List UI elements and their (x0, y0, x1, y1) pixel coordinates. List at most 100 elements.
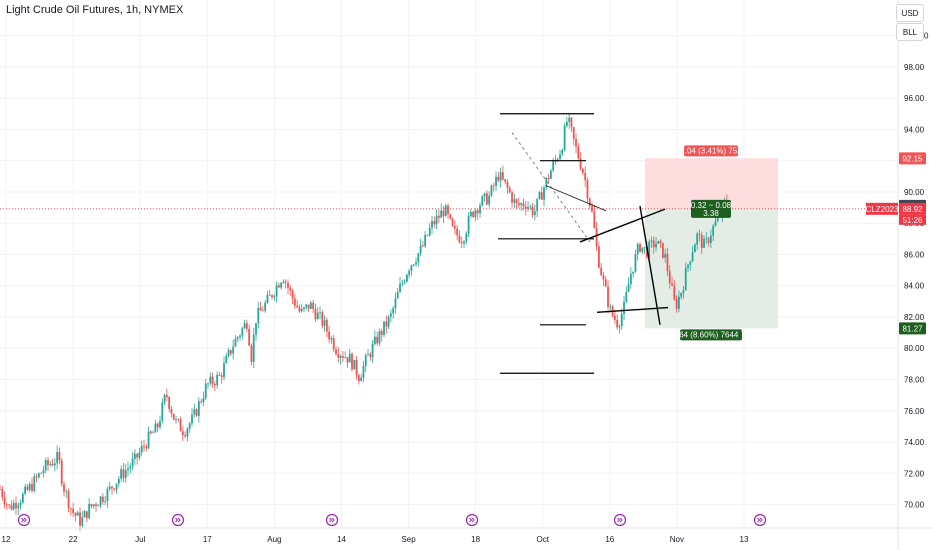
candle (5, 504, 8, 506)
wedge-lower-line[interactable] (596, 306, 669, 313)
entry-label: 3.38 (703, 209, 719, 218)
candle (547, 177, 550, 179)
candle (138, 452, 141, 458)
candle (700, 234, 703, 248)
candle (76, 512, 79, 516)
candle (191, 414, 193, 424)
price-axis[interactable]: 70.00 72.00 74.00 76.00 78.00 80.00 82.00 84.00… (866, 0, 929, 550)
candle (666, 253, 669, 271)
candle (264, 302, 267, 311)
stop-label-bg (684, 145, 738, 157)
unit-button[interactable]: BLL (896, 23, 924, 41)
candle (133, 453, 136, 459)
candle (689, 261, 692, 265)
candle (433, 221, 436, 225)
dashed-trendline[interactable] (511, 132, 591, 243)
trend-drawings[interactable] (498, 113, 669, 374)
candle (483, 193, 486, 197)
candle (394, 298, 397, 309)
candle (618, 325, 621, 328)
candle (378, 330, 381, 344)
small-trendline[interactable] (545, 185, 607, 212)
candle (437, 215, 440, 218)
candle (467, 216, 470, 234)
candle (572, 127, 575, 139)
candle (26, 486, 29, 491)
time-axis[interactable]: 12 22 Jul 17 Aug 14 Sep 18 Oct 16 Nov 13 (0, 527, 932, 544)
candle (625, 291, 628, 302)
time-tick-label: 13 (740, 535, 749, 544)
candle (456, 228, 459, 236)
candle (401, 282, 404, 284)
candle (479, 205, 481, 214)
candle (53, 463, 56, 466)
candle (421, 245, 424, 247)
candle (540, 192, 543, 200)
time-tick-label: Oct (537, 535, 550, 544)
candle (113, 488, 116, 490)
candle (291, 290, 294, 299)
candle (586, 180, 589, 199)
candle (584, 172, 587, 181)
candle (218, 374, 221, 376)
position-zones (645, 158, 778, 329)
time-tick-label: 14 (337, 535, 346, 544)
candle (81, 517, 84, 526)
price-tick-label: 74.00 (904, 438, 925, 447)
candle (149, 431, 152, 434)
candle (31, 484, 33, 491)
currency-button[interactable]: USD (896, 4, 924, 22)
candle (488, 195, 491, 205)
wedge-upper-line[interactable] (579, 208, 666, 243)
candle (538, 192, 541, 199)
candle (362, 365, 365, 378)
candle (65, 491, 68, 492)
candle (643, 246, 646, 248)
candle (117, 478, 120, 484)
candle (511, 192, 513, 203)
candle (323, 320, 326, 326)
candle (357, 375, 360, 382)
candle (709, 235, 712, 243)
candle (490, 185, 493, 196)
candle (474, 210, 477, 218)
candle (67, 491, 70, 509)
candle (250, 345, 253, 362)
candle (595, 228, 598, 247)
candle (634, 254, 637, 272)
candle (405, 274, 408, 282)
candle (515, 199, 518, 204)
candle (305, 304, 308, 308)
candle (195, 409, 198, 416)
candle (287, 282, 289, 288)
candle (348, 353, 351, 363)
candle (579, 158, 582, 170)
candle (495, 176, 497, 186)
candle (698, 233, 701, 235)
time-tick-label: Sep (401, 535, 416, 544)
candle (716, 215, 719, 222)
candle (58, 451, 61, 461)
candle (501, 172, 504, 180)
candle (442, 210, 445, 217)
candle (383, 321, 385, 335)
candle (410, 265, 413, 271)
candle (712, 225, 715, 236)
price-tick-label: 90.00 (904, 188, 925, 197)
candle (661, 242, 664, 258)
candle (140, 445, 143, 453)
target-label-bg (680, 329, 742, 341)
stop-price-tag-bg (899, 152, 926, 165)
candle (129, 466, 132, 469)
candle (147, 431, 150, 449)
candle (684, 268, 687, 291)
candle (42, 470, 45, 473)
candle (44, 460, 47, 471)
candle (277, 285, 280, 288)
countdown-tag: 51:26 (902, 216, 923, 225)
candle (273, 295, 276, 298)
candle (21, 493, 24, 503)
event-markers[interactable] (17, 513, 767, 527)
projection-line[interactable] (639, 205, 661, 325)
